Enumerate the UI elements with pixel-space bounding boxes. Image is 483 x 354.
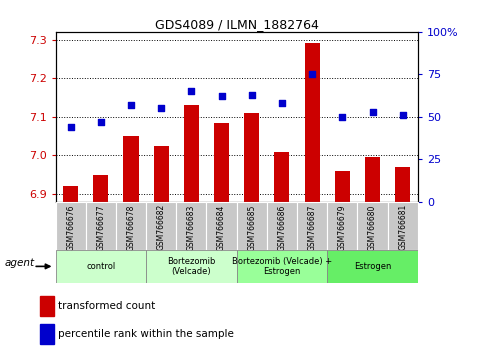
Bar — [93, 175, 108, 202]
Bar — [305, 44, 320, 202]
Bar — [56, 250, 146, 283]
Bar — [327, 202, 357, 250]
Point — [399, 112, 407, 118]
Point — [308, 72, 316, 77]
Text: GSM766679: GSM766679 — [338, 204, 347, 251]
Text: GSM766681: GSM766681 — [398, 204, 407, 250]
Point — [339, 114, 346, 120]
Bar — [357, 202, 388, 250]
Text: Bortezomib
(Velcade): Bortezomib (Velcade) — [167, 257, 215, 276]
Bar — [327, 250, 418, 283]
Text: GSM766687: GSM766687 — [308, 204, 317, 251]
Bar — [207, 202, 237, 250]
Text: control: control — [86, 262, 115, 271]
Bar — [237, 202, 267, 250]
Bar — [56, 202, 86, 250]
Bar — [214, 122, 229, 202]
Text: GSM766686: GSM766686 — [277, 204, 286, 251]
Text: percentile rank within the sample: percentile rank within the sample — [58, 329, 234, 339]
Text: GSM766685: GSM766685 — [247, 204, 256, 251]
Text: GSM766683: GSM766683 — [187, 204, 196, 251]
Bar — [335, 171, 350, 202]
Bar — [395, 167, 410, 202]
Text: GSM766684: GSM766684 — [217, 204, 226, 251]
Bar — [388, 202, 418, 250]
Bar — [267, 202, 297, 250]
Point — [248, 92, 256, 98]
Text: GSM766680: GSM766680 — [368, 204, 377, 251]
Point — [127, 102, 135, 108]
Bar — [244, 113, 259, 202]
Bar — [365, 158, 380, 202]
Text: GSM766676: GSM766676 — [66, 204, 75, 251]
Text: agent: agent — [4, 258, 35, 268]
Bar — [146, 202, 176, 250]
Point — [369, 109, 376, 115]
Text: GSM766677: GSM766677 — [96, 204, 105, 251]
Point — [278, 101, 286, 106]
Text: Bortezomib (Velcade) +
Estrogen: Bortezomib (Velcade) + Estrogen — [232, 257, 332, 276]
Bar — [154, 146, 169, 202]
Point — [157, 105, 165, 111]
Text: Estrogen: Estrogen — [354, 262, 391, 271]
Bar — [40, 296, 54, 316]
Bar — [176, 202, 207, 250]
Text: transformed count: transformed count — [58, 301, 156, 310]
Text: GSM766678: GSM766678 — [127, 204, 136, 251]
Bar — [116, 202, 146, 250]
Bar — [63, 186, 78, 202]
Title: GDS4089 / ILMN_1882764: GDS4089 / ILMN_1882764 — [155, 18, 319, 31]
Bar — [274, 152, 289, 202]
Point — [187, 88, 195, 94]
Bar — [40, 324, 54, 344]
Bar — [86, 202, 116, 250]
Bar — [237, 250, 327, 283]
Point — [218, 93, 226, 99]
Point — [97, 119, 105, 125]
Text: GSM766682: GSM766682 — [156, 204, 166, 250]
Bar — [124, 136, 139, 202]
Bar — [297, 202, 327, 250]
Point — [67, 124, 74, 130]
Bar — [184, 105, 199, 202]
Bar — [146, 250, 237, 283]
